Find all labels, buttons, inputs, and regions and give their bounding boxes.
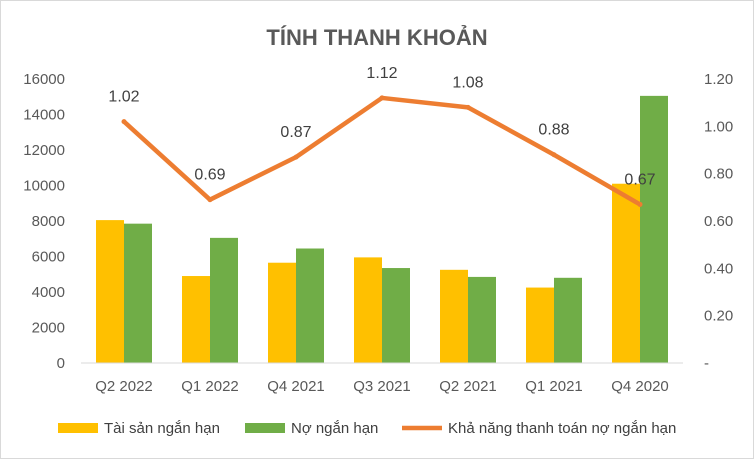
legend-label: Tài sản ngắn hạn — [104, 420, 220, 437]
bar-tai-san-ngan-han-1 — [182, 276, 210, 363]
y-left-tick-label: 12000 — [23, 142, 65, 159]
bars-layer — [96, 95, 668, 364]
legend-swatch-1 — [245, 423, 285, 433]
x-tick-label: Q3 2021 — [353, 378, 411, 395]
x-tick-label: Q1 2022 — [181, 378, 239, 395]
y-left-tick-label: 0 — [57, 355, 65, 372]
legend-label: Nợ ngắn hạn — [291, 420, 378, 437]
y-left-tick-label: 10000 — [23, 178, 65, 195]
y-left-tick-label: 16000 — [23, 71, 65, 88]
y-right-tick-label: 0.60 — [704, 213, 733, 230]
x-tick-label: Q2 2022 — [95, 378, 153, 395]
y-right-tick-label: - — [704, 355, 709, 372]
legend-swatch-0 — [58, 423, 98, 433]
bar-no-ngan-han-2 — [296, 248, 324, 363]
legend-label: Khả năng thanh toán nợ ngắn hạn — [448, 420, 676, 437]
line-point-1 — [207, 197, 213, 203]
x-tick-label: Q1 2021 — [525, 378, 583, 395]
axes-layer: Q2 2022 Q1 2022 Q4 2021 Q3 2021 Q2 2021 Q1 20… — [23, 71, 733, 395]
line-point-0 — [121, 119, 127, 125]
line-data-label: 0.69 — [194, 167, 225, 184]
line-point-4 — [465, 104, 471, 110]
bar-tai-san-ngan-han-4 — [440, 269, 468, 363]
bar-no-ngan-han-3 — [382, 268, 410, 363]
line-point-5 — [551, 152, 557, 158]
y-right-tick-label: 0.80 — [704, 166, 733, 183]
y-left-tick-label: 6000 — [32, 249, 65, 266]
line-kha-nang-thanh-toan — [121, 95, 643, 207]
line-data-label: 1.02 — [108, 89, 139, 106]
line-data-label: 0.87 — [280, 124, 311, 141]
line-data-label: 1.12 — [366, 65, 397, 82]
line-layer: 1.02 0.69 0.87 1.12 1.08 0.88 0.67 — [108, 65, 656, 207]
x-tick-label: Q4 2021 — [267, 378, 325, 395]
y-right-tick-label: 0.40 — [704, 260, 733, 277]
line-point-2 — [293, 154, 299, 160]
bar-tai-san-ngan-han-3 — [354, 257, 382, 363]
bar-no-ngan-han-5 — [554, 277, 582, 363]
line-point-3 — [379, 95, 385, 101]
y-left-tick-label: 4000 — [32, 284, 65, 301]
chart-title: TÍNH THANH KHOẢN — [266, 25, 487, 50]
bar-tai-san-ngan-han-5 — [526, 287, 554, 363]
legend: Tài sản ngắn hạn Nợ ngắn hạn Khả năng than… — [58, 420, 676, 437]
bar-no-ngan-han-4 — [468, 276, 496, 363]
y-left-tick-label: 2000 — [32, 320, 65, 337]
bar-no-ngan-han-0 — [124, 223, 152, 363]
bar-no-ngan-han-1 — [210, 237, 238, 363]
y-right-tick-label: 0.20 — [704, 308, 733, 325]
bar-tai-san-ngan-han-0 — [96, 220, 124, 363]
bar-tai-san-ngan-han-6 — [612, 183, 640, 363]
y-right-tick-label: 1.00 — [704, 118, 733, 135]
line-data-label: 1.08 — [452, 74, 483, 91]
line-point-6 — [637, 201, 643, 207]
bar-no-ngan-han-6 — [640, 95, 668, 364]
y-left-tick-label: 8000 — [32, 213, 65, 230]
line-data-label: 0.67 — [624, 171, 655, 188]
y-right-tick-label: 1.20 — [704, 71, 733, 88]
y-left-tick-label: 14000 — [23, 107, 65, 124]
x-tick-label: Q4 2020 — [611, 378, 669, 395]
bar-tai-san-ngan-han-2 — [268, 262, 296, 363]
x-tick-label: Q2 2021 — [439, 378, 497, 395]
line-data-label: 0.88 — [538, 122, 569, 139]
